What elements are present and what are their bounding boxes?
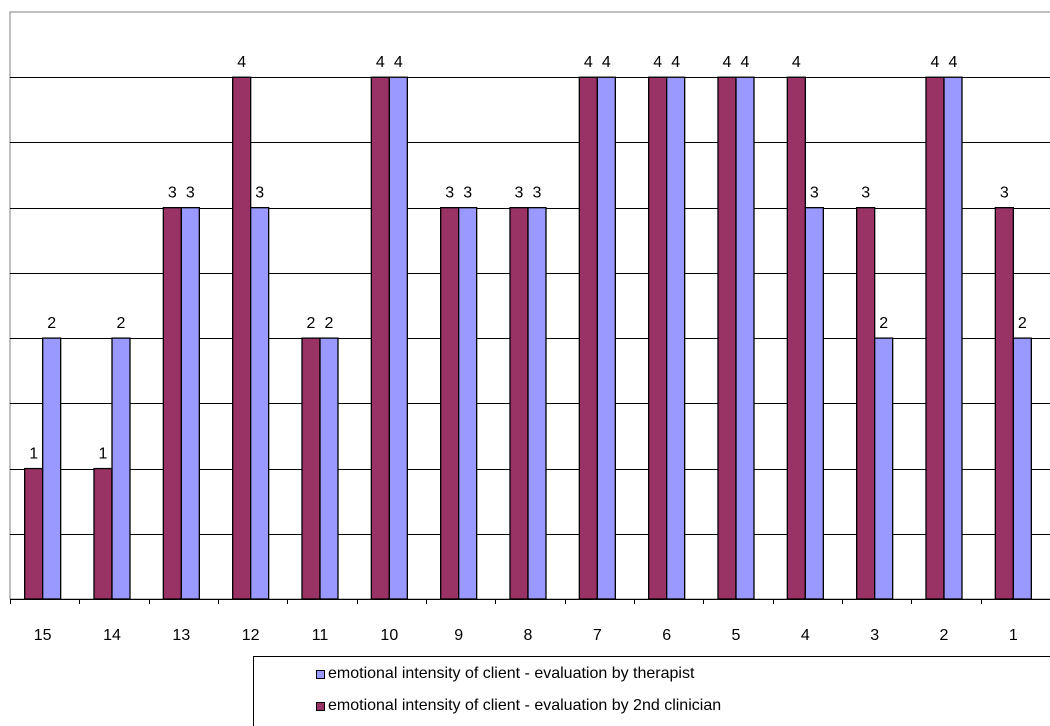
- data-label-therapist-9: 3: [463, 185, 472, 202]
- data-label-2nd-clinician-10: 4: [376, 54, 385, 71]
- x-tick-label-14: 14: [103, 627, 121, 644]
- bar-2nd-clinician-12: [232, 76, 252, 600]
- legend-label-2nd-clinician: emotional intensity of client - evaluati…: [328, 697, 722, 714]
- bar-therapist-7: [596, 76, 616, 600]
- bar-2nd-clinician-14: [93, 467, 113, 600]
- bar-2nd-clinician-1: [994, 207, 1014, 600]
- x-tick-label-7: 7: [593, 627, 602, 644]
- data-label-therapist-6: 4: [671, 54, 680, 71]
- x-tick-labels: 15 14 13 12 11 10 9 8 7 6 5 4 3 2 1: [34, 627, 1018, 644]
- data-label-therapist-4: 3: [810, 185, 819, 202]
- data-label-therapist-12: 3: [255, 185, 264, 202]
- data-label-2nd-clinician-11: 2: [307, 315, 316, 332]
- bar-therapist-13: [180, 207, 200, 600]
- x-tick-label-10: 10: [380, 627, 398, 644]
- bar-2nd-clinician-3: [856, 207, 876, 600]
- bar-therapist-10: [388, 76, 408, 600]
- data-label-2nd-clinician-4: 4: [792, 54, 801, 71]
- legend-swatch-therapist: [316, 669, 325, 679]
- data-label-therapist-7: 4: [602, 54, 611, 71]
- bar-2nd-clinician-6: [648, 76, 668, 600]
- x-tick-label-3: 3: [870, 627, 879, 644]
- data-label-2nd-clinician-8: 3: [515, 185, 524, 202]
- bar-therapist-5: [735, 76, 755, 600]
- x-tick-label-2: 2: [940, 627, 949, 644]
- bar-2nd-clinician-7: [578, 76, 598, 600]
- data-label-2nd-clinician-5: 4: [723, 54, 732, 71]
- x-tick-label-8: 8: [524, 627, 533, 644]
- bar-therapist-15: [42, 337, 62, 600]
- x-tick-label-1: 1: [1009, 627, 1018, 644]
- bar-therapist-11: [319, 337, 339, 600]
- bar-therapist-6: [666, 76, 686, 600]
- bar-therapist-9: [458, 207, 478, 600]
- bars: [24, 76, 1032, 600]
- bar-2nd-clinician-2: [925, 76, 945, 600]
- data-label-2nd-clinician-14: 1: [99, 446, 108, 463]
- data-label-therapist-15: 2: [47, 315, 56, 332]
- bar-therapist-3: [874, 337, 894, 600]
- data-label-2nd-clinician-2: 4: [931, 54, 940, 71]
- data-label-2nd-clinician-12: 4: [237, 54, 246, 71]
- x-tick-label-9: 9: [454, 627, 463, 644]
- x-tick-label-4: 4: [801, 627, 810, 644]
- data-label-therapist-13: 3: [186, 185, 195, 202]
- bar-2nd-clinician-13: [162, 207, 182, 600]
- data-label-therapist-3: 2: [879, 315, 888, 332]
- bar-therapist-4: [804, 207, 824, 600]
- data-label-2nd-clinician-15: 1: [29, 446, 38, 463]
- bar-therapist-8: [527, 207, 547, 600]
- bar-2nd-clinician-15: [24, 467, 44, 600]
- bar-therapist-12: [250, 207, 270, 600]
- x-tick-label-5: 5: [732, 627, 741, 644]
- bar-2nd-clinician-11: [301, 337, 321, 600]
- data-label-2nd-clinician-3: 3: [861, 185, 870, 202]
- data-label-2nd-clinician-1: 3: [1000, 185, 1009, 202]
- data-label-2nd-clinician-6: 4: [653, 54, 662, 71]
- data-label-therapist-5: 4: [741, 54, 750, 71]
- x-tick-label-11: 11: [312, 627, 329, 644]
- data-label-therapist-2: 4: [949, 54, 958, 71]
- legend-item-therapist: emotional intensity of client - evaluati…: [316, 664, 694, 684]
- data-label-therapist-14: 2: [117, 315, 126, 332]
- data-label-therapist-8: 3: [533, 185, 542, 202]
- data-label-2nd-clinician-9: 3: [445, 185, 454, 202]
- bar-2nd-clinician-9: [440, 207, 460, 600]
- legend: emotional intensity of client - evaluati…: [253, 656, 1050, 726]
- bar-2nd-clinician-5: [717, 76, 737, 600]
- bar-2nd-clinician-8: [509, 207, 529, 600]
- bar-therapist-1: [1012, 337, 1032, 600]
- legend-swatch-2nd-clinician: [316, 701, 325, 711]
- data-label-2nd-clinician-7: 4: [584, 54, 593, 71]
- x-tick-label-6: 6: [662, 627, 671, 644]
- bar-therapist-14: [111, 337, 131, 600]
- bar-therapist-2: [943, 76, 963, 600]
- legend-label-therapist: emotional intensity of client - evaluati…: [328, 665, 695, 682]
- x-axis: [10, 599, 1050, 604]
- data-label-therapist-1: 2: [1018, 315, 1027, 332]
- x-tick-label-13: 13: [172, 627, 190, 644]
- legend-item-2nd-clinician: emotional intensity of client - evaluati…: [316, 696, 721, 716]
- data-label-2nd-clinician-13: 3: [168, 185, 177, 202]
- x-tick-label-12: 12: [242, 627, 260, 644]
- x-tick-label-15: 15: [34, 627, 52, 644]
- bar-2nd-clinician-4: [786, 76, 806, 600]
- data-label-therapist-11: 2: [325, 315, 334, 332]
- data-label-therapist-10: 4: [394, 54, 403, 71]
- bar-2nd-clinician-10: [370, 76, 390, 600]
